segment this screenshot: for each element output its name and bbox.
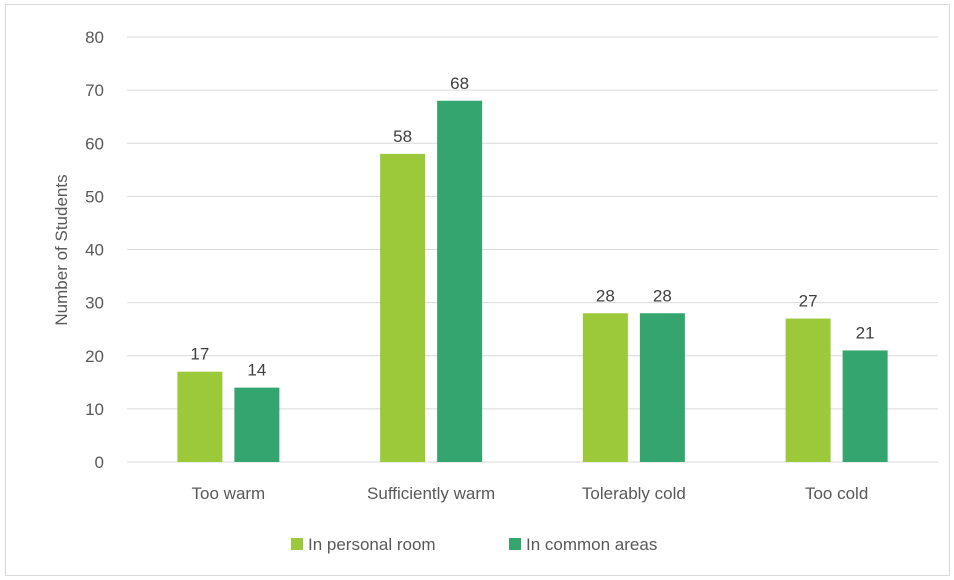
legend: In personal room In common areas (291, 535, 657, 554)
legend-label: In personal room (308, 535, 436, 554)
data-label: 14 (247, 361, 266, 380)
data-labels: 17 14 58 68 28 28 27 21 (190, 74, 874, 380)
y-tick-label: 50 (85, 187, 104, 206)
y-tick-label: 60 (85, 134, 104, 153)
bar-personal-room (177, 371, 223, 462)
bar-personal-room (785, 318, 831, 462)
data-label: 21 (856, 323, 875, 342)
category-label: Tolerably cold (582, 484, 686, 503)
data-label: 68 (450, 74, 469, 93)
data-label: 27 (799, 292, 818, 311)
y-tick-label: 10 (85, 400, 104, 419)
legend-label: In common areas (526, 535, 657, 554)
y-axis-title: Number of Students (52, 174, 71, 325)
bar-personal-room (582, 313, 628, 462)
category-label: Too cold (805, 484, 868, 503)
y-axis-ticks: 0 10 20 30 40 50 60 70 80 (85, 28, 104, 472)
data-label: 28 (596, 286, 615, 305)
data-label: 28 (653, 286, 672, 305)
bar-personal-room (380, 153, 426, 462)
x-axis-categories: Too warm Sufficiently warm Tolerably cold T… (192, 484, 869, 503)
bars (177, 100, 888, 462)
y-tick-label: 80 (85, 28, 104, 47)
legend-swatch (509, 538, 521, 550)
y-tick-label: 20 (85, 347, 104, 366)
bar-common-areas (437, 100, 483, 462)
data-label: 17 (190, 345, 209, 364)
y-tick-label: 70 (85, 81, 104, 100)
category-label: Too warm (192, 484, 266, 503)
bar-common-areas (842, 350, 888, 462)
bar-common-areas (234, 387, 280, 462)
data-label: 58 (393, 127, 412, 146)
y-tick-label: 0 (95, 453, 104, 472)
y-tick-label: 30 (85, 294, 104, 313)
legend-swatch (291, 538, 303, 550)
category-label: Sufficiently warm (367, 484, 495, 503)
y-tick-label: 40 (85, 241, 104, 260)
bar-common-areas (639, 313, 685, 462)
